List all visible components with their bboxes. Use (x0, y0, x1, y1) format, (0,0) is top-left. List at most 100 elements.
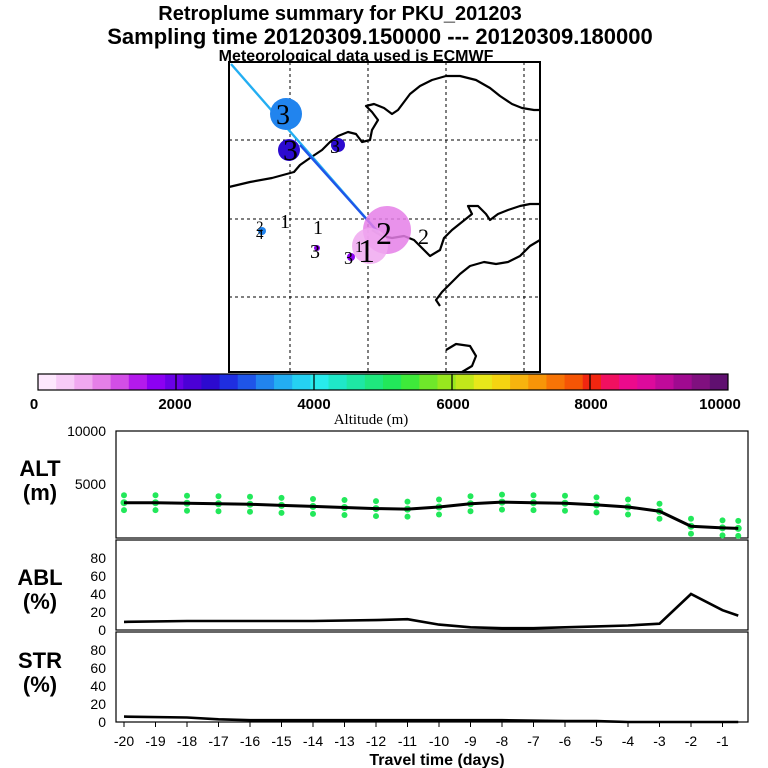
alt-plot (120, 491, 742, 539)
plume-circle (331, 138, 345, 152)
alt-spread-point (247, 508, 253, 515)
pct-ytick: 60 (90, 660, 106, 676)
plume-circle (314, 245, 320, 251)
colorbar-swatch (128, 374, 148, 390)
plume-circle (258, 227, 266, 235)
colorbar-swatch (364, 374, 384, 390)
colorbar-swatch (473, 374, 493, 390)
alt-spread-point (341, 497, 348, 504)
pct-ytick: 40 (90, 586, 106, 602)
colorbar-swatch (401, 374, 420, 390)
alt-spread-point (184, 492, 190, 499)
alt-spread-point (735, 532, 742, 539)
alt-spread-point (215, 508, 222, 515)
str-ylabel: STR (18, 648, 62, 673)
str-plot (123, 715, 739, 724)
x-tick-label: -17 (208, 733, 228, 749)
x-tick-label: -19 (145, 733, 165, 749)
met-data-note: Meteorological data used is ECMWF (219, 48, 494, 65)
alt-mean-line (124, 500, 739, 530)
alt-spread-point (562, 492, 568, 499)
abl-ylabel-unit: (%) (23, 589, 57, 614)
colorbar-swatch (201, 374, 221, 390)
x-tick-label: -2 (685, 733, 698, 749)
colorbar-swatch (582, 374, 602, 390)
alt-spread-point (625, 511, 631, 518)
str-ylabel-unit: (%) (23, 672, 57, 697)
abl-yticks: 80 60 40 20 0 (90, 550, 106, 638)
alt-spread-point (467, 493, 474, 500)
map-label: 1 (358, 233, 375, 270)
colorbar-swatch (165, 374, 184, 390)
trajectory-line-far (299, 144, 379, 233)
plume-circle (278, 139, 300, 161)
colorbar-swatch (74, 374, 93, 390)
abl-panel: ABL (%) 80 60 40 20 0 (17, 539, 749, 638)
plume-circle (352, 228, 388, 264)
colorbar-swatch (491, 374, 511, 390)
alt-spread-point (625, 496, 631, 503)
colorbar-swatch (673, 374, 693, 390)
colorbar-swatch (255, 374, 275, 390)
colorbar-frame (37, 373, 729, 391)
map-label: 3 (344, 248, 353, 268)
alt-spread-point (436, 496, 442, 503)
str-panel-frame (115, 631, 749, 723)
x-tick-label: -16 (240, 733, 260, 749)
colorbar-swatch (38, 374, 57, 390)
colorbar-swatch (510, 374, 529, 390)
x-tick-label: -8 (496, 733, 509, 749)
alt-spread-point (373, 513, 379, 520)
alt-panel: ALT (m) 10000 5000 (19, 423, 749, 539)
x-tick-label: -6 (559, 733, 572, 749)
alt-spread-point (373, 498, 379, 505)
colorbar-swatch (237, 374, 257, 390)
x-tick-label: -5 (590, 733, 603, 749)
map-label: 2 (418, 224, 429, 249)
colorbar-swatch (328, 374, 348, 390)
map-label: 2 (376, 215, 392, 251)
colorbar-swatch (455, 374, 475, 390)
alt-spread-point (278, 509, 285, 516)
colorbar-swatch (110, 374, 130, 390)
map-label: 3 (310, 241, 320, 263)
map-label: 1 (355, 239, 363, 256)
figure-title: Retroplume summary for PKU_201203 (158, 3, 521, 25)
x-tick-label: -10 (429, 733, 449, 749)
map-label: 4 (256, 227, 264, 243)
x-tick-label: -1 (716, 733, 729, 749)
alt-spread-point (404, 498, 411, 505)
alt-spread-point (121, 507, 127, 514)
colorbar-tick-label: 2000 (158, 396, 191, 413)
colorbar-swatch (691, 374, 711, 390)
alt-spread-point (499, 506, 505, 513)
alt-panel-frame (115, 430, 749, 539)
colorbar-swatch (92, 374, 112, 390)
colorbar-swatch (219, 374, 239, 390)
colorbar-tick-label: 8000 (574, 396, 607, 413)
x-tick-label: -18 (177, 733, 197, 749)
colorbar-tick-labels: 0 2000 4000 6000 8000 10000 (30, 396, 741, 413)
alt-spread-point (530, 492, 537, 499)
alt-spread-point (215, 493, 222, 500)
colorbar-swatch (637, 374, 656, 390)
alt-spread-point (593, 494, 600, 501)
colorbar-tick-label: 0 (30, 396, 38, 413)
pct-ytick: 0 (98, 714, 106, 730)
alt-ylabel: ALT (19, 456, 61, 481)
alt-spread-point (121, 492, 127, 499)
pct-ytick: 20 (90, 696, 106, 712)
x-tick-label: -11 (398, 733, 417, 749)
map-label: 1 (280, 211, 290, 233)
alt-spread-point (404, 513, 411, 520)
x-tick-label: -3 (653, 733, 666, 749)
map-label: 2 (256, 219, 264, 235)
altitude-colorbar (37, 373, 729, 391)
pct-ytick: 80 (90, 642, 106, 658)
alt-spread-point (436, 511, 442, 518)
alt-spread-point (688, 515, 694, 522)
pct-ytick: 80 (90, 550, 106, 566)
x-tick-label: -7 (527, 733, 540, 749)
colorbar-tick-label: 6000 (436, 396, 469, 413)
